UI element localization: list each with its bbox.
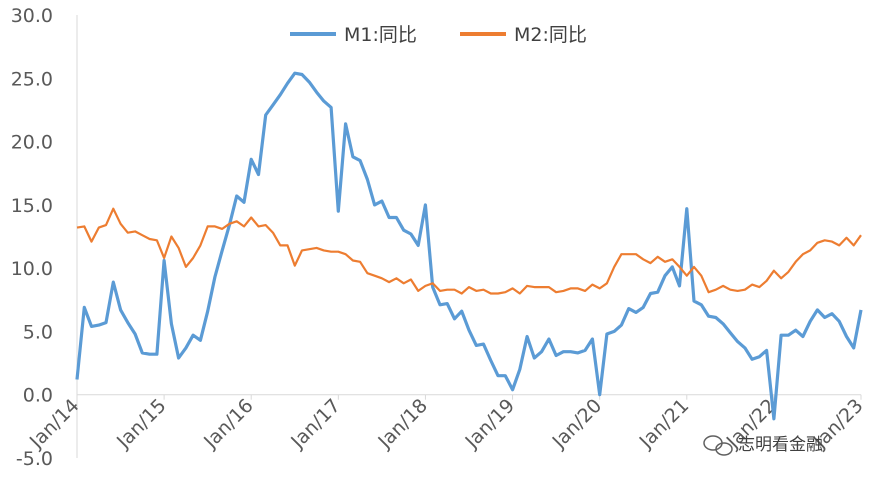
y-tick-label: 30.0 — [11, 5, 53, 27]
watermark: 志明看金融 — [703, 435, 823, 456]
wechat-icon — [703, 435, 733, 456]
y-tick-label: 25.0 — [11, 68, 53, 90]
series-line-m1 — [75, 71, 863, 421]
y-tick-label: -5.0 — [16, 448, 53, 470]
x-tick-label: Jan/16 — [199, 395, 258, 454]
legend-m1-label: M1:同比 — [344, 24, 417, 46]
y-tick-label: 20.0 — [11, 132, 53, 154]
legend: M1:同比 M2:同比 — [290, 24, 587, 46]
y-axis-ticks: 30.0 25.0 20.0 15.0 10.0 5.0 0.0 -5.0 — [11, 5, 53, 470]
x-tick-label: Jan/19 — [460, 395, 519, 454]
y-tick-label: 0.0 — [23, 385, 53, 407]
y-tick-label: 10.0 — [11, 258, 53, 280]
y-tick-label: 15.0 — [11, 195, 53, 217]
series-line-m2 — [76, 207, 862, 295]
x-tick-label: Jan/20 — [548, 395, 607, 454]
x-tick-label: Jan/15 — [112, 395, 171, 454]
y-tick-label: 5.0 — [23, 321, 53, 343]
legend-m2-label: M2:同比 — [514, 24, 587, 46]
x-tick-label: Jan/18 — [373, 395, 432, 454]
x-tick-label: Jan/21 — [635, 395, 694, 454]
watermark-text: 志明看金融 — [738, 435, 823, 455]
x-tick-label: Jan/17 — [286, 395, 345, 454]
series-group — [75, 71, 863, 421]
